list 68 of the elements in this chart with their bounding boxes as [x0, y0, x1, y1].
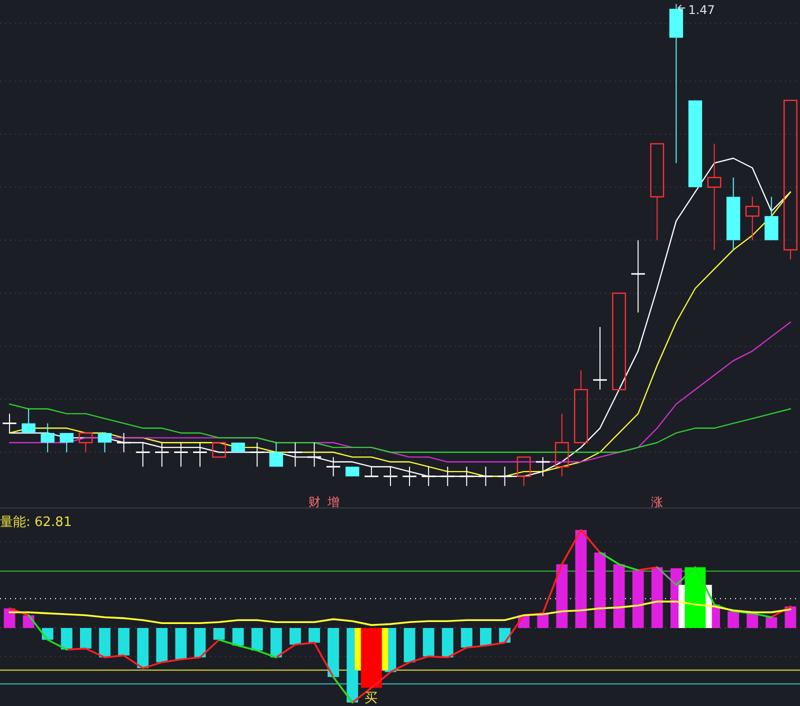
bar — [80, 628, 92, 649]
candlestick — [135, 442, 150, 468]
candlestick — [288, 442, 303, 468]
candlestick — [630, 240, 646, 313]
bar — [60, 628, 72, 650]
candlestick — [40, 422, 54, 453]
bar — [746, 613, 758, 628]
candlestick — [592, 326, 608, 390]
candlestick — [650, 143, 664, 241]
candlestick — [22, 408, 36, 433]
bar — [118, 628, 130, 656]
bar — [442, 628, 454, 658]
candlestick — [60, 432, 74, 453]
bar — [360, 628, 382, 688]
candlestick — [250, 442, 265, 468]
bar — [651, 567, 663, 628]
candlestick — [231, 442, 245, 452]
candlestick — [98, 432, 112, 453]
candlestick — [726, 177, 740, 250]
annotation: 买 — [364, 690, 378, 706]
bar — [632, 570, 644, 628]
bar — [99, 628, 110, 658]
candlestick — [574, 370, 588, 444]
x-tick-label: 涨 — [651, 495, 664, 509]
bar — [137, 628, 149, 668]
bar — [156, 628, 168, 662]
candlestick — [612, 292, 626, 390]
bar — [460, 628, 472, 648]
bar — [575, 530, 587, 628]
chart-title: 量能: 62.81 — [0, 515, 72, 530]
bar — [290, 628, 301, 645]
candlestick — [554, 413, 569, 477]
x-tick-label: 财 — [308, 495, 320, 509]
candlestick — [2, 413, 18, 434]
candlestick — [346, 466, 360, 476]
candlestick — [212, 442, 226, 458]
bar — [404, 628, 416, 662]
candlestick — [688, 100, 702, 188]
bar — [684, 567, 706, 628]
annotation: 1.47 — [688, 3, 715, 17]
bar — [308, 628, 320, 643]
bar — [270, 628, 282, 658]
bar — [594, 552, 606, 628]
bar — [422, 628, 434, 656]
bar — [251, 628, 263, 651]
candlestick — [784, 100, 798, 260]
candlestick — [192, 442, 208, 468]
bar — [232, 628, 244, 646]
bar — [480, 628, 492, 646]
bar — [766, 617, 778, 628]
candlestick — [116, 432, 132, 453]
bar — [175, 628, 187, 660]
candlestick — [707, 143, 722, 250]
candlestick — [764, 196, 778, 240]
candlestick — [269, 442, 284, 467]
candlestick — [306, 442, 322, 468]
candlestick — [745, 196, 760, 241]
bar — [213, 628, 225, 640]
candlestick — [78, 432, 93, 453]
bar — [613, 564, 625, 628]
candlestick — [516, 456, 531, 486]
x-tick-label: 增 — [326, 495, 340, 509]
candlestick — [154, 442, 170, 468]
candlestick — [173, 442, 189, 468]
bar — [728, 611, 740, 628]
bar — [556, 564, 568, 628]
bar — [328, 628, 340, 677]
bar — [194, 628, 206, 658]
